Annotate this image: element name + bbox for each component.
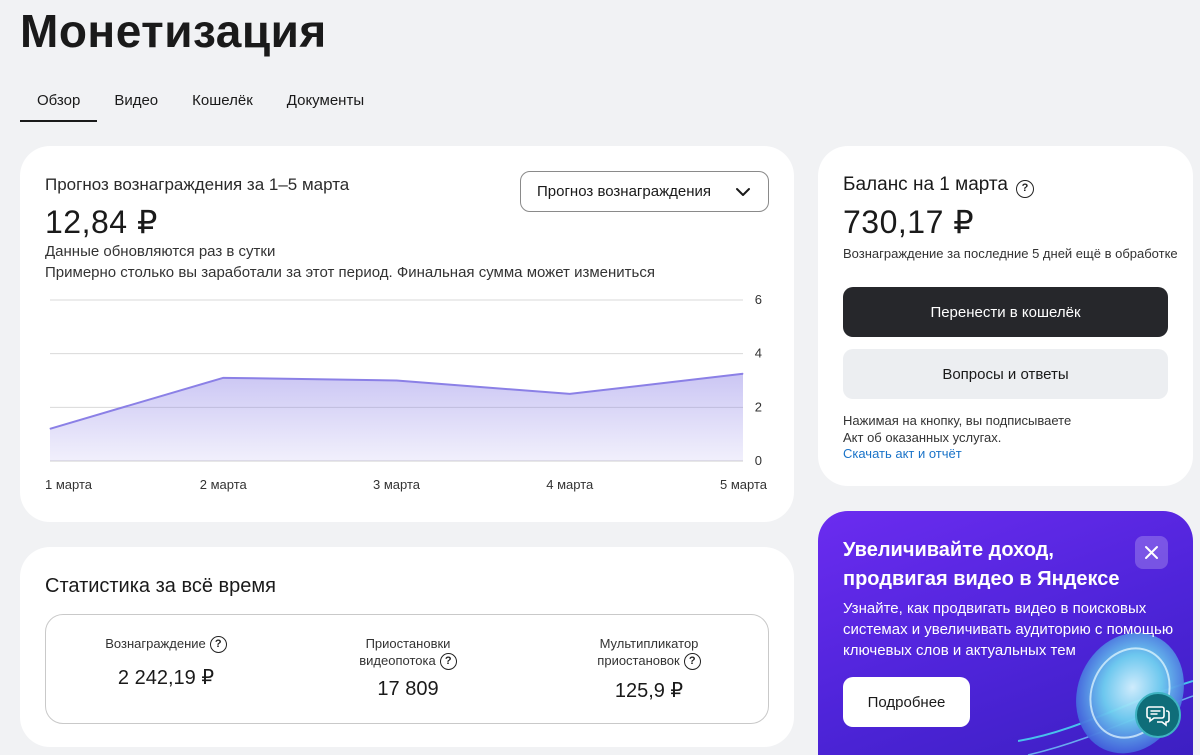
question-circle-icon[interactable]: ? [683, 653, 701, 671]
forecast-amount: 12,84 ₽ [45, 204, 158, 240]
x-tick-label: 5 марта [720, 477, 768, 492]
forecast-update-note: Данные обновляются раз в сутки [45, 243, 276, 260]
y-tick-label: 4 [755, 346, 762, 361]
question-circle-icon[interactable]: ? [439, 653, 457, 671]
download-act-link[interactable]: Скачать акт и отчёт [843, 446, 962, 461]
legal-note-2: Акт об оказанных услугах. [843, 430, 1002, 445]
stat-reward: Вознаграждение? 2 242,19 ₽ [86, 635, 246, 690]
stat-stops-label-1: Приостановки [365, 636, 451, 651]
promo-text-line-1: Узнайте, как продвигать видео в поисковы… [843, 600, 1147, 617]
balance-title: Баланс на 1 марта [843, 174, 1008, 195]
data-point [49, 428, 51, 430]
promo-card: Увеличивайте доход, продвигая видео в Ян… [818, 511, 1193, 755]
x-tick-label: 3 марта [373, 477, 421, 492]
question-circle-icon[interactable]: ? [1015, 180, 1034, 198]
promo-title-line-2: продвигая видео в Яндексе [843, 568, 1120, 590]
forecast-select-value: Прогноз вознаграждения [537, 183, 711, 200]
x-tick-label: 2 марта [200, 477, 248, 492]
promo-title-line-1: Увеличивайте доход, [843, 539, 1054, 561]
forecast-chart: 0 2 4 6 1 марта 2 марта 3 марта 4 марта 5 марта [45, 292, 768, 492]
stat-mult-label-1: Мультипликатор [599, 636, 699, 651]
tab-overview[interactable]: Обзор [20, 86, 98, 122]
stat-multiplier: Мультипликатор приостановок? 125,9 ₽ [564, 635, 734, 703]
tabs: Обзор Видео Кошелёк Документы [20, 86, 381, 122]
promo-text-line-2: системах и увеличивать аудиторию с помощ… [843, 621, 1174, 638]
forecast-title: Прогноз вознаграждения за 1–5 марта [45, 175, 350, 194]
balance-note: Вознаграждение за последние 5 дней ещё в… [843, 246, 1178, 261]
y-tick-label: 6 [755, 292, 762, 307]
promo-text-line-3: ключевых слов и актуальных тем [843, 642, 1076, 659]
stats-card: Статистика за всё время Вознаграждение? … [20, 547, 794, 747]
balance-card: Баланс на 1 марта? 730,17 ₽ Вознагражден… [818, 146, 1193, 486]
stat-reward-value: 2 242,19 ₽ [117, 667, 215, 690]
stat-stops: Приостановки видеопотока? 17 809 [328, 635, 488, 701]
legal-note-1: Нажимая на кнопку, вы подписываете [843, 413, 1072, 428]
stat-reward-label: Вознаграждение [105, 636, 206, 651]
forecast-card: Прогноз вознаграждения за 1–5 марта 12,8… [20, 146, 794, 522]
data-point [742, 373, 744, 375]
chevron-down-icon [736, 188, 750, 196]
stat-mult-label-2: приостановок [597, 653, 680, 668]
x-tick-label: 4 марта [546, 477, 594, 492]
promo-close-button[interactable] [1135, 536, 1168, 569]
stats-box: Вознаграждение? 2 242,19 ₽ Приостановки … [45, 614, 769, 724]
stat-stops-label-2: видеопотока [359, 653, 436, 668]
forecast-metric-select[interactable]: Прогноз вознаграждения [520, 171, 769, 212]
tab-documents[interactable]: Документы [286, 92, 365, 109]
balance-amount: 730,17 ₽ [843, 204, 975, 240]
faq-button[interactable]: Вопросы и ответы [843, 349, 1168, 399]
support-chat-button[interactable] [1135, 692, 1181, 738]
forecast-estimate-note: Примерно столько вы заработали за этот п… [45, 264, 655, 281]
question-circle-icon[interactable]: ? [209, 636, 227, 654]
promo-more-button[interactable]: Подробнее [843, 677, 970, 727]
tab-video[interactable]: Видео [114, 92, 159, 109]
y-tick-label: 2 [755, 399, 762, 414]
stats-title: Статистика за всё время [45, 575, 276, 597]
chat-support-icon [1146, 706, 1170, 727]
tab-wallet[interactable]: Кошелёк [192, 92, 253, 109]
transfer-to-wallet-button[interactable]: Перенести в кошелёк [843, 287, 1168, 337]
stat-stops-value: 17 809 [377, 678, 439, 701]
close-icon [1145, 546, 1158, 559]
area-fill [50, 373, 743, 461]
stat-mult-value: 125,9 ₽ [614, 680, 684, 703]
data-point [222, 377, 224, 379]
x-tick-label: 1 марта [45, 477, 93, 492]
data-point [396, 380, 397, 381]
y-tick-label: 0 [755, 453, 762, 468]
data-point [569, 393, 571, 395]
page-title: Монетизация [20, 5, 327, 57]
